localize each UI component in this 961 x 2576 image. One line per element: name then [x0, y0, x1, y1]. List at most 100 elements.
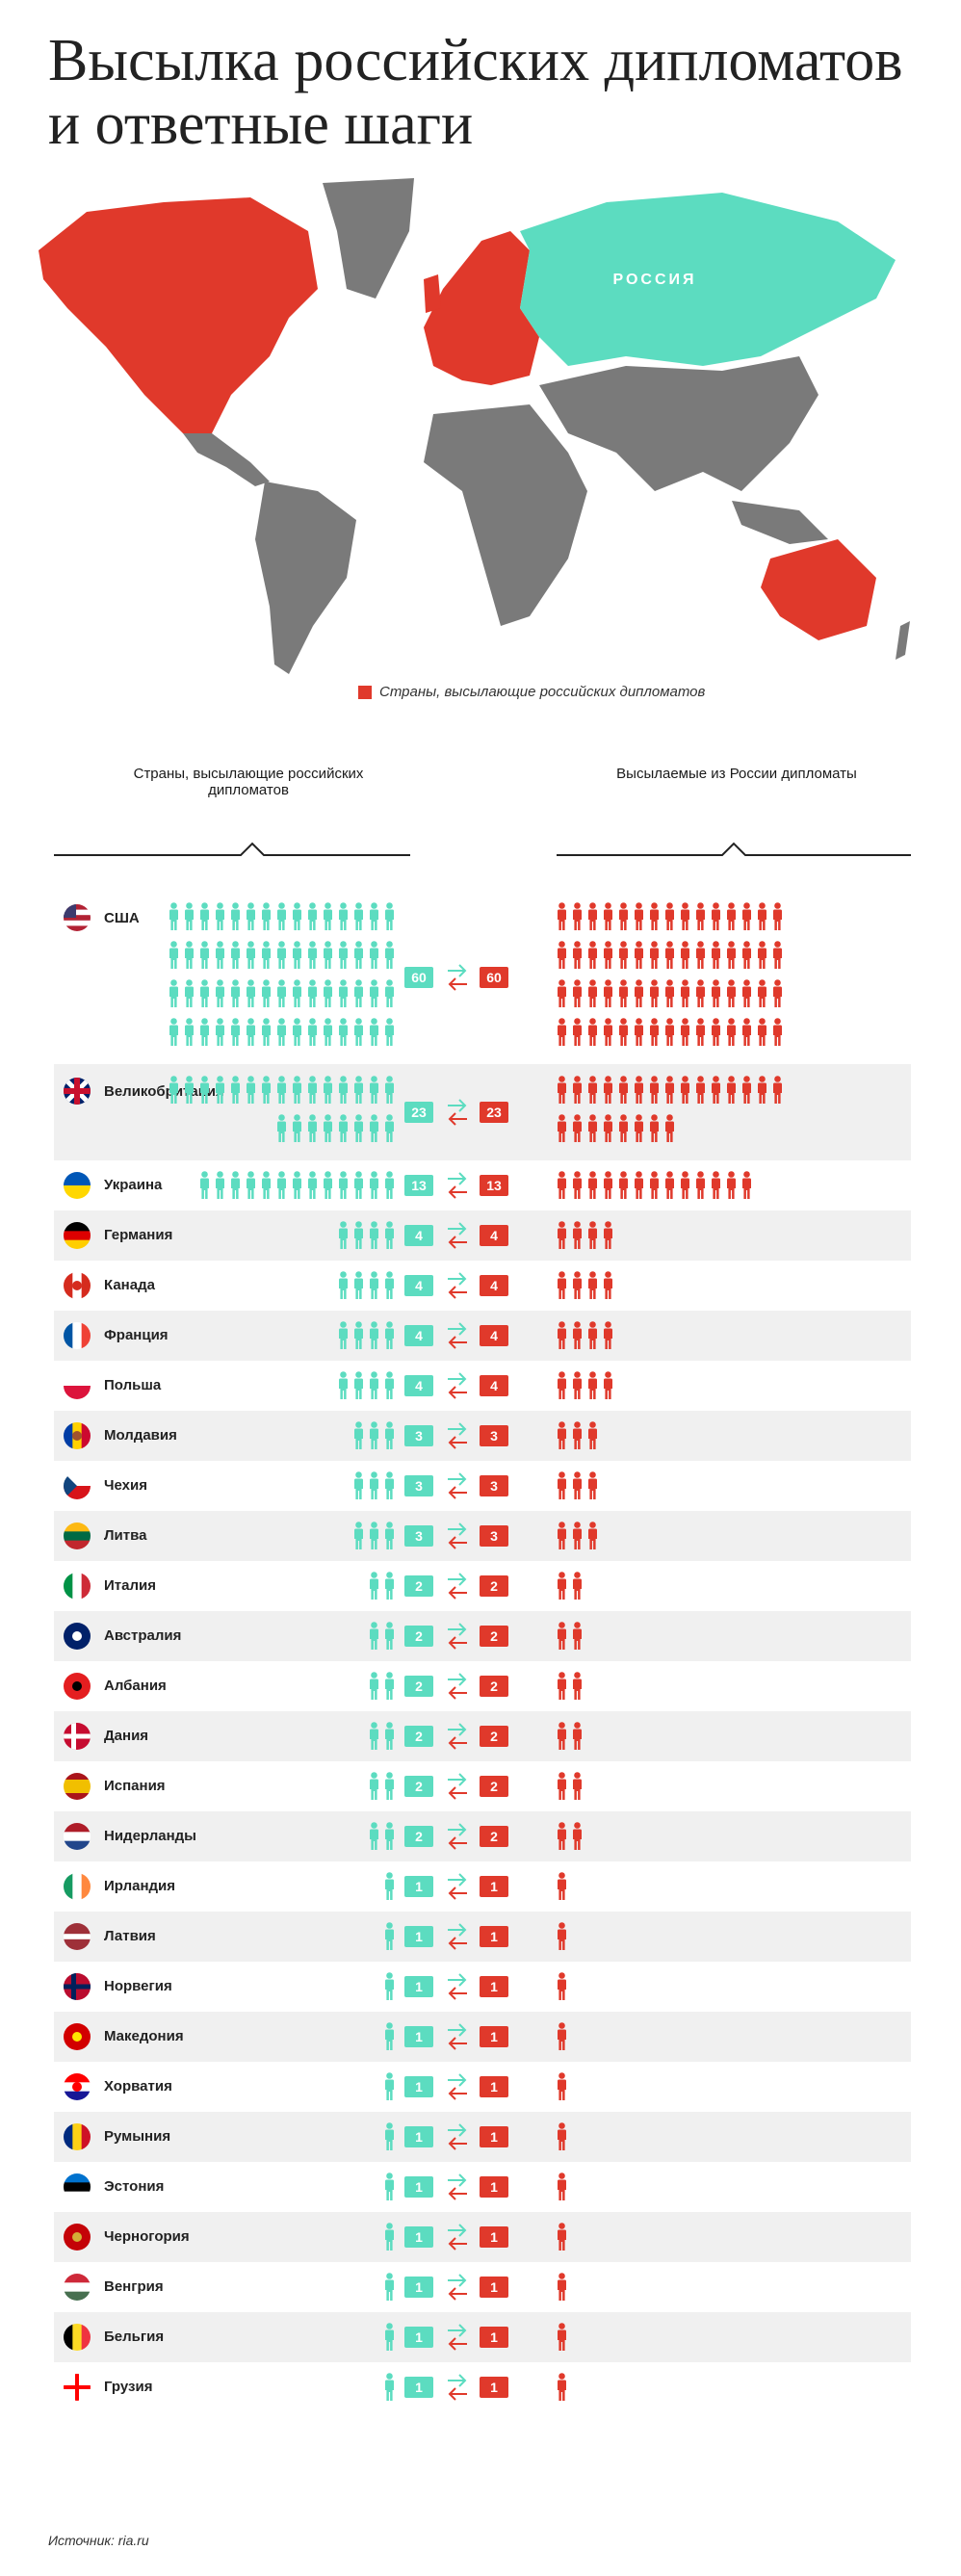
response-count-badge: 1 — [480, 2277, 508, 2298]
response-count-badge: 1 — [480, 2126, 508, 2147]
flag-me-icon — [64, 2224, 91, 2251]
expelled-diplomat-mark — [385, 1371, 394, 1399]
exchange-arrows-icon — [448, 1522, 467, 1549]
response-diplomat-mark — [712, 1076, 720, 1104]
country-name: Черногория — [104, 2228, 190, 2245]
response-diplomat-mark — [665, 941, 674, 969]
expelled-diplomat-mark — [370, 1221, 378, 1249]
response-diplomat-mark — [773, 902, 782, 930]
response-count-badge: 4 — [480, 1275, 508, 1296]
expelled-diplomat-mark — [354, 902, 363, 930]
flag-hu-icon — [64, 2274, 91, 2301]
response-count-badge: 4 — [480, 1225, 508, 1246]
flag-mk-icon — [64, 2023, 91, 2050]
response-diplomat-mark — [758, 1018, 766, 1046]
response-diplomat-mark — [727, 1018, 736, 1046]
response-diplomat-mark — [681, 902, 689, 930]
exchange-arrows-icon — [448, 1322, 467, 1349]
response-diplomat-mark — [681, 979, 689, 1007]
response-diplomat-mark — [665, 1171, 674, 1199]
response-diplomat-mark — [558, 1114, 566, 1142]
expelled-diplomat-mark — [385, 2273, 394, 2301]
expelled-diplomat-mark — [370, 1822, 378, 1850]
country-name: Дания — [104, 1728, 149, 1744]
expelled-diplomat-mark — [385, 1471, 394, 1499]
expelled-diplomat-mark — [354, 1076, 363, 1104]
response-diplomat-mark — [665, 979, 674, 1007]
expelled-diplomat-mark — [293, 1171, 301, 1199]
country-name: Албания — [104, 1678, 167, 1694]
response-diplomat-mark — [558, 2173, 566, 2200]
response-diplomat-mark — [712, 979, 720, 1007]
response-diplomat-mark — [727, 1076, 736, 1104]
expelled-diplomat-mark — [385, 2173, 394, 2200]
expelled-diplomat-mark — [200, 1018, 209, 1046]
response-diplomat-mark — [619, 1171, 628, 1199]
response-diplomat-mark — [588, 1471, 597, 1499]
expelled-diplomat-mark — [231, 1018, 240, 1046]
exchange-arrows-icon — [448, 1272, 467, 1299]
expelled-diplomat-mark — [277, 1076, 286, 1104]
response-diplomat-mark — [650, 1076, 659, 1104]
response-diplomat-mark — [558, 2122, 566, 2150]
expelled-count-badge: 2 — [404, 1676, 433, 1697]
header-expelled-from-russia: Высылаемые из России дипломаты — [616, 766, 857, 782]
response-count-badge: 3 — [480, 1425, 508, 1446]
response-diplomat-mark — [558, 1271, 566, 1299]
response-diplomat-mark — [604, 1271, 612, 1299]
country-name: Эстония — [104, 2178, 165, 2195]
response-diplomat-mark — [558, 1572, 566, 1600]
expelled-count-badge: 3 — [404, 1425, 433, 1446]
map-southeast-asia — [732, 501, 828, 544]
expelled-diplomat-mark — [247, 1018, 255, 1046]
response-diplomat-mark — [588, 1421, 597, 1449]
response-diplomat-mark — [635, 979, 643, 1007]
response-diplomat-mark — [558, 1076, 566, 1104]
expelled-diplomat-mark — [354, 1221, 363, 1249]
exchange-arrows-icon — [448, 2073, 467, 2100]
expelled-diplomat-mark — [216, 941, 224, 969]
response-count-badge: 1 — [480, 2377, 508, 2398]
exchange-arrows-icon — [448, 1873, 467, 1900]
country-row: Польша 4 4 — [54, 1361, 911, 1411]
flag-ie-icon — [64, 1873, 91, 1900]
expelled-diplomat-mark — [308, 941, 317, 969]
response-diplomat-mark — [712, 902, 720, 930]
response-diplomat-mark — [773, 1018, 782, 1046]
country-row: Молдавия 3 3 — [54, 1411, 911, 1461]
expelled-diplomat-mark — [231, 1171, 240, 1199]
response-diplomat-mark — [681, 941, 689, 969]
expelled-diplomat-mark — [370, 1018, 378, 1046]
country-name: Бельгия — [104, 2329, 165, 2345]
response-diplomat-mark — [604, 902, 612, 930]
response-diplomat-mark — [635, 941, 643, 969]
bracket-right — [557, 842, 911, 856]
expelled-diplomat-mark — [277, 1018, 286, 1046]
country-row: Литва 3 3 — [54, 1511, 911, 1561]
response-diplomat-mark — [619, 979, 628, 1007]
response-diplomat-mark — [619, 1076, 628, 1104]
country-name: Германия — [104, 1227, 173, 1243]
response-diplomat-mark — [696, 941, 705, 969]
expelled-diplomat-mark — [169, 941, 178, 969]
expelled-diplomat-mark — [324, 979, 332, 1007]
response-diplomat-mark — [604, 1371, 612, 1399]
response-diplomat-mark — [573, 902, 582, 930]
country-row: Канада 4 4 — [54, 1261, 911, 1311]
expelled-diplomat-mark — [185, 941, 194, 969]
flag-ca-icon — [64, 1272, 91, 1299]
map-south-america — [255, 481, 356, 674]
expelled-diplomat-mark — [385, 1722, 394, 1750]
expelled-count-badge: 1 — [404, 2226, 433, 2248]
expelled-diplomat-mark — [354, 1114, 363, 1142]
response-diplomat-mark — [573, 1271, 582, 1299]
response-diplomat-mark — [604, 1018, 612, 1046]
map-australia — [761, 539, 876, 640]
flag-ge-icon — [64, 2374, 91, 2401]
exchange-arrows-icon — [448, 964, 467, 991]
response-count-badge: 2 — [480, 1575, 508, 1597]
country-name: Австралия — [104, 1627, 182, 1644]
expelled-diplomat-mark — [385, 1522, 394, 1549]
expelled-diplomat-mark — [339, 1076, 348, 1104]
response-diplomat-mark — [619, 1018, 628, 1046]
